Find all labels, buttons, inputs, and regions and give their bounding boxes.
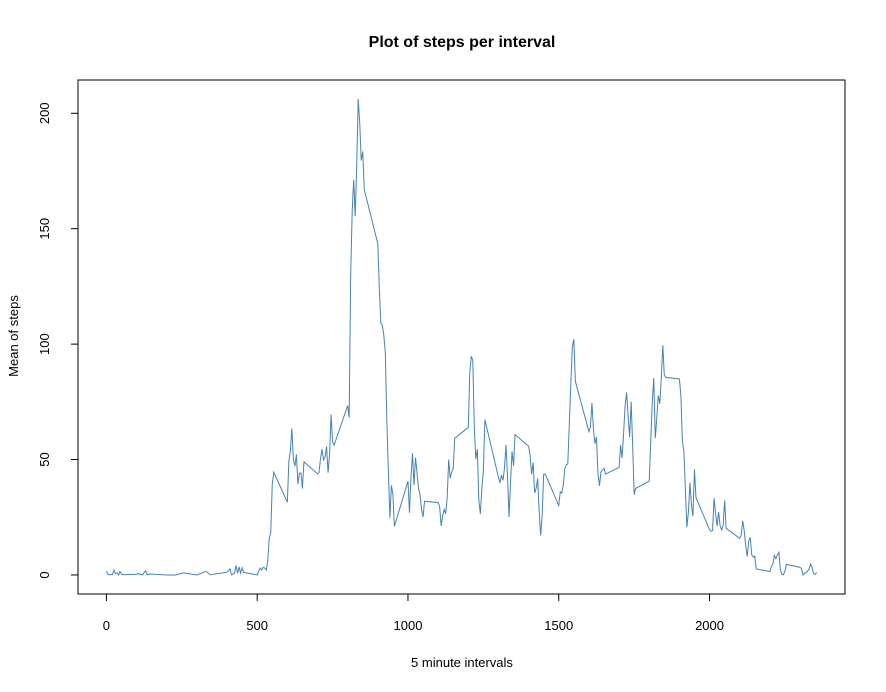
y-tick-label: 200 xyxy=(37,102,52,124)
y-tick-label: 0 xyxy=(37,571,52,578)
data-line xyxy=(105,98,817,577)
plot-box xyxy=(77,79,846,595)
x-tick-label: 1000 xyxy=(394,618,423,633)
x-tick-label: 1500 xyxy=(544,618,573,633)
x-tick-label: 500 xyxy=(246,618,268,633)
y-tick-label: 50 xyxy=(37,452,52,466)
x-tick-label: 0 xyxy=(103,618,110,633)
x-axis-label: 5 minute intervals xyxy=(411,655,513,670)
y-tick-label: 150 xyxy=(37,218,52,240)
x-tick-label: 2000 xyxy=(695,618,724,633)
y-tick-label: 100 xyxy=(37,333,52,355)
y-axis-label: Mean of steps xyxy=(6,295,21,377)
chart-title: Plot of steps per interval xyxy=(369,34,556,51)
